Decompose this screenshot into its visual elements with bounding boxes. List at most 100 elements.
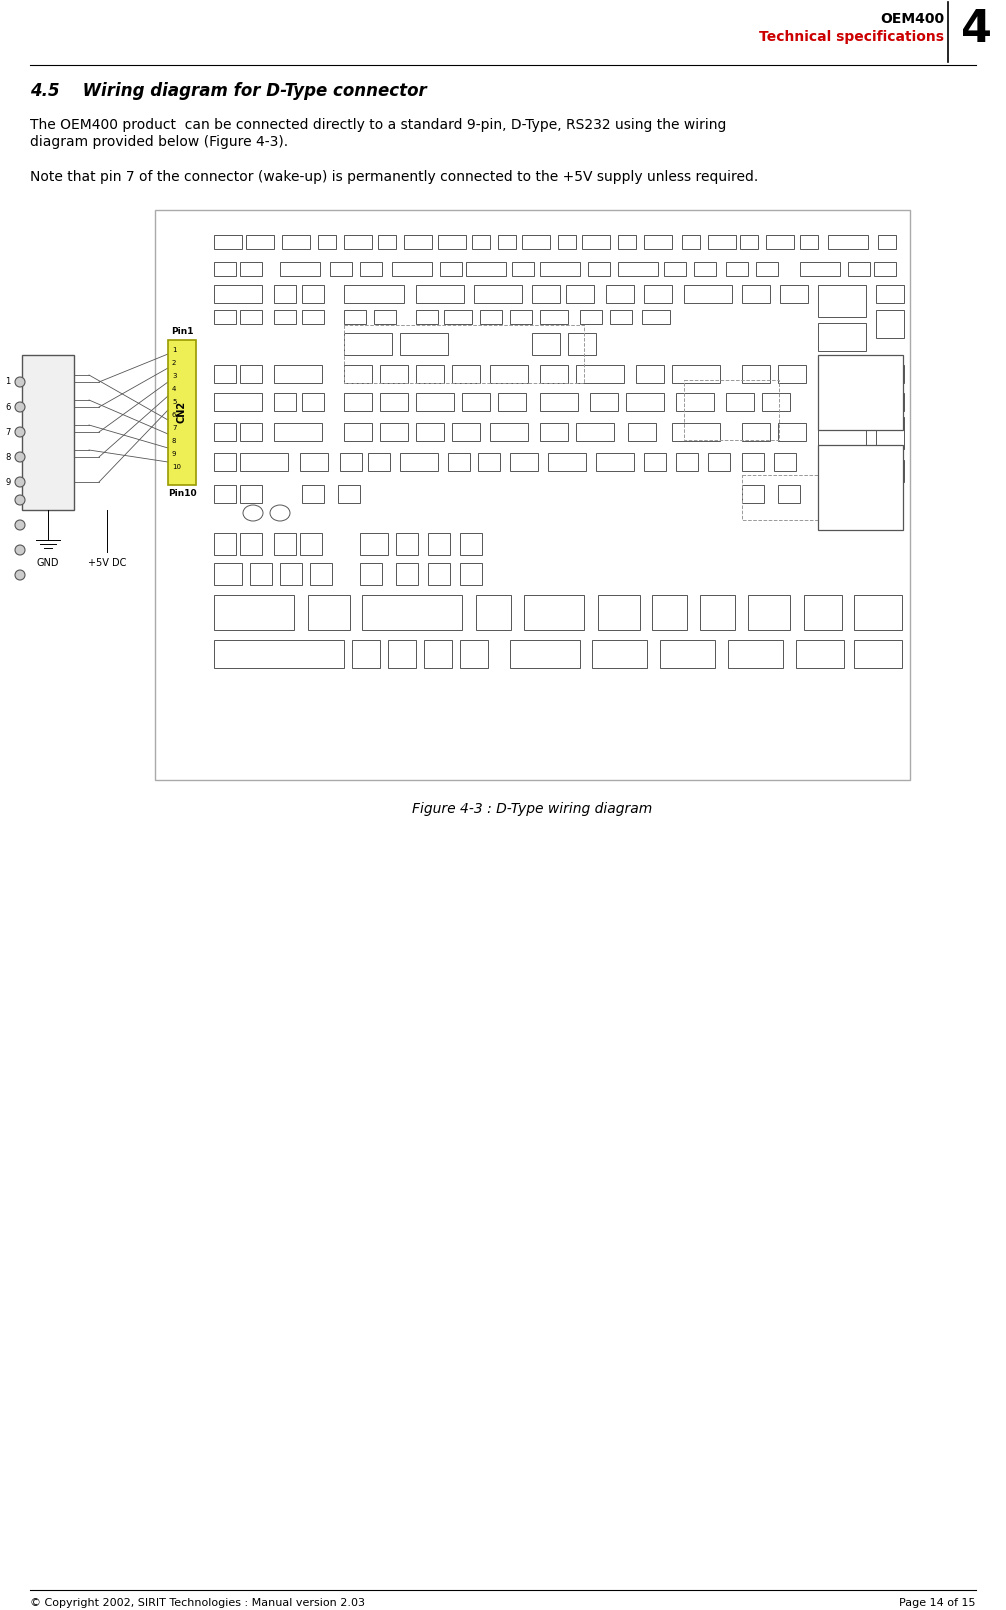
Bar — [428, 564, 450, 584]
Bar — [524, 596, 584, 630]
Bar — [742, 285, 770, 303]
Bar — [618, 235, 636, 250]
Bar — [240, 533, 262, 555]
Bar — [474, 285, 522, 303]
Bar — [800, 262, 840, 275]
Bar — [416, 365, 444, 383]
Bar — [778, 423, 806, 441]
Bar — [676, 452, 698, 472]
Bar — [854, 596, 902, 630]
Bar — [388, 641, 416, 668]
Bar — [628, 423, 656, 441]
Bar — [392, 262, 432, 275]
Bar — [664, 262, 686, 275]
Bar — [240, 262, 262, 275]
Bar — [302, 311, 324, 324]
Bar — [742, 485, 764, 502]
Bar — [466, 262, 506, 275]
Text: +5V DC: +5V DC — [88, 559, 126, 568]
Ellipse shape — [15, 570, 25, 580]
Bar — [512, 262, 534, 275]
Bar — [240, 452, 288, 472]
Bar — [548, 452, 586, 472]
Bar — [155, 209, 910, 779]
Bar — [676, 393, 714, 411]
Text: GND: GND — [37, 559, 59, 568]
Text: 9: 9 — [172, 451, 176, 457]
Text: OEM400: OEM400 — [880, 11, 944, 26]
Bar — [246, 235, 274, 250]
Bar — [416, 393, 454, 411]
Text: 6: 6 — [172, 412, 176, 419]
Bar — [214, 393, 262, 411]
Text: 7: 7 — [172, 425, 176, 431]
Bar — [168, 340, 196, 485]
Ellipse shape — [15, 494, 25, 506]
Bar — [532, 333, 560, 354]
Ellipse shape — [15, 377, 25, 386]
Bar — [774, 452, 796, 472]
Bar — [592, 641, 647, 668]
Bar — [274, 365, 322, 383]
Bar — [596, 452, 634, 472]
Bar — [22, 354, 74, 510]
Text: 4: 4 — [172, 386, 176, 391]
Bar — [800, 235, 818, 250]
Bar — [876, 365, 904, 383]
Text: 1: 1 — [172, 348, 176, 353]
Bar — [440, 262, 462, 275]
Bar — [700, 596, 735, 630]
Bar — [510, 452, 538, 472]
Bar — [618, 262, 658, 275]
Bar — [804, 596, 842, 630]
Bar — [330, 262, 352, 275]
Text: 2: 2 — [172, 361, 176, 365]
Bar — [644, 285, 672, 303]
Bar — [582, 235, 610, 250]
Bar — [878, 235, 896, 250]
Bar — [684, 285, 732, 303]
Bar — [652, 596, 687, 630]
Bar — [672, 365, 720, 383]
Bar — [460, 533, 482, 555]
Bar — [344, 235, 372, 250]
Bar — [368, 452, 390, 472]
Bar — [588, 262, 610, 275]
Text: 7: 7 — [5, 428, 11, 436]
Bar — [452, 365, 480, 383]
Bar — [340, 452, 362, 472]
Bar — [708, 235, 736, 250]
Bar — [214, 641, 344, 668]
Text: 4.5    Wiring diagram for D-Type connector: 4.5 Wiring diagram for D-Type connector — [30, 82, 427, 100]
Bar — [818, 365, 866, 383]
Ellipse shape — [15, 520, 25, 530]
Bar — [460, 564, 482, 584]
Ellipse shape — [15, 402, 25, 412]
Bar — [854, 641, 902, 668]
Bar — [344, 285, 404, 303]
Bar — [300, 452, 328, 472]
Bar — [396, 564, 418, 584]
Bar — [380, 423, 408, 441]
Bar — [462, 393, 490, 411]
Bar — [214, 564, 242, 584]
Bar — [380, 365, 408, 383]
Bar — [396, 533, 418, 555]
Bar — [476, 596, 511, 630]
Bar — [874, 262, 896, 275]
Bar — [310, 564, 332, 584]
Bar — [848, 262, 870, 275]
Bar — [214, 311, 236, 324]
Bar — [740, 235, 758, 250]
Bar — [756, 262, 778, 275]
Text: 1: 1 — [5, 377, 11, 386]
Bar — [214, 596, 294, 630]
Bar — [510, 311, 532, 324]
Bar — [404, 235, 432, 250]
Bar — [568, 333, 596, 354]
Bar — [214, 485, 236, 502]
Bar — [374, 311, 396, 324]
Bar — [424, 641, 452, 668]
Bar — [214, 452, 236, 472]
Bar — [726, 393, 754, 411]
